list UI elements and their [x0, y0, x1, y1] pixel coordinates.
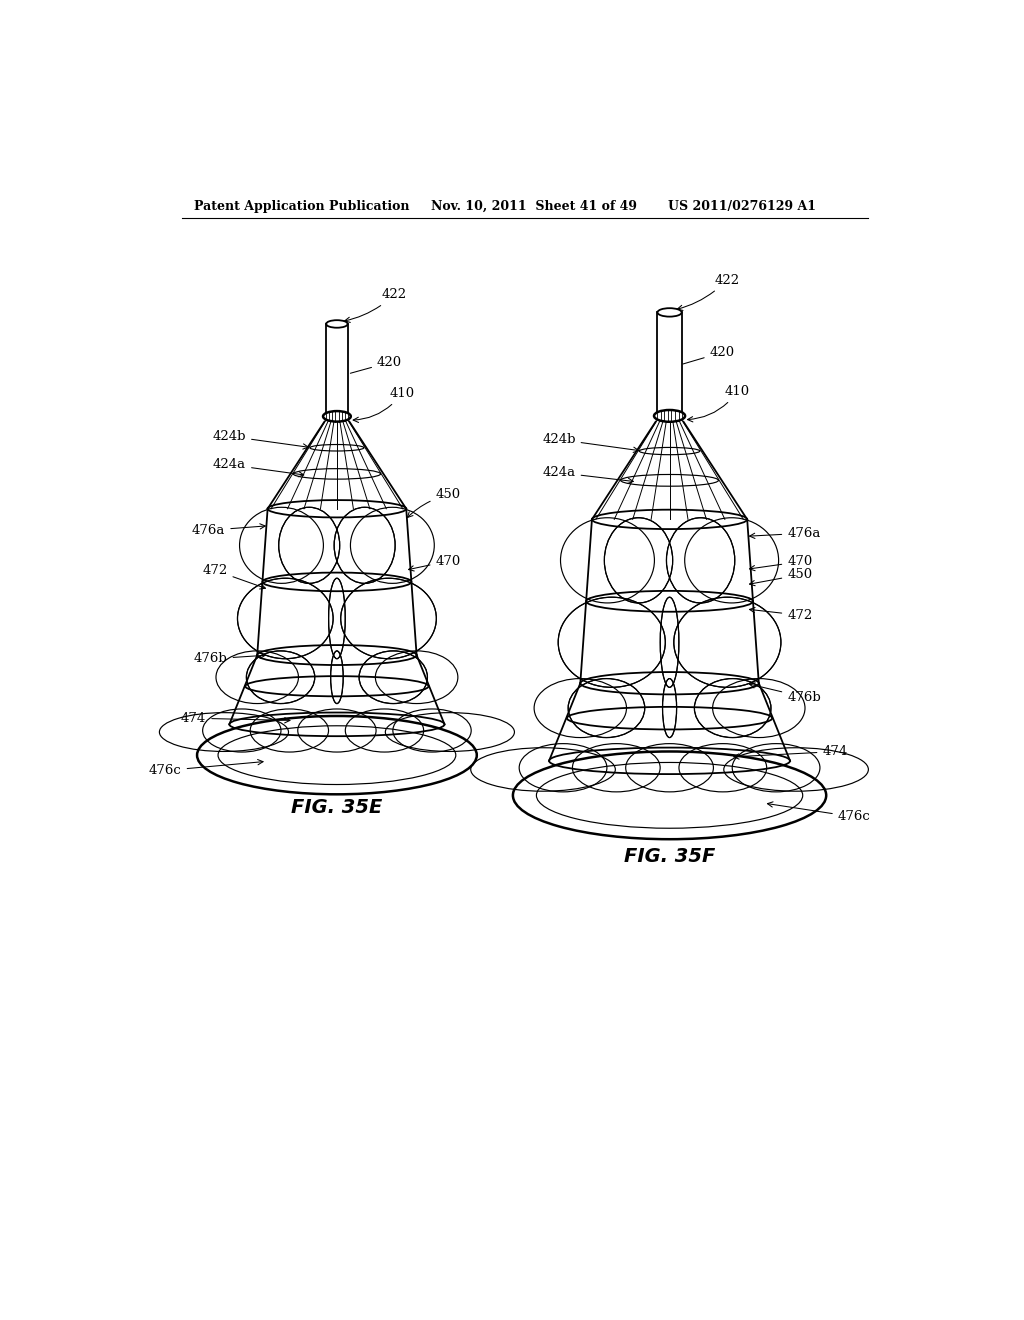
Text: 476c: 476c	[148, 759, 263, 777]
Text: 470: 470	[409, 554, 461, 572]
Text: 474: 474	[181, 711, 290, 725]
Text: 476a: 476a	[191, 524, 265, 537]
Text: 474: 474	[734, 744, 848, 759]
Text: 476b: 476b	[750, 682, 821, 704]
Text: 424b: 424b	[213, 430, 308, 449]
Text: 476c: 476c	[767, 801, 870, 824]
Text: 424b: 424b	[542, 433, 639, 453]
Text: 476a: 476a	[750, 527, 820, 540]
Text: 410: 410	[687, 384, 751, 422]
Text: 420: 420	[350, 356, 402, 374]
Text: 472: 472	[203, 564, 265, 589]
Text: Patent Application Publication: Patent Application Publication	[195, 199, 410, 213]
Text: 450: 450	[408, 488, 461, 517]
Ellipse shape	[654, 411, 685, 422]
Text: 422: 422	[345, 288, 407, 322]
Text: FIG. 35F: FIG. 35F	[624, 847, 715, 866]
Text: FIG. 35E: FIG. 35E	[291, 799, 383, 817]
Text: 410: 410	[353, 387, 415, 422]
Text: 420: 420	[683, 346, 735, 364]
Text: 424a: 424a	[543, 466, 633, 483]
Text: 450: 450	[750, 569, 812, 586]
Text: 422: 422	[677, 273, 739, 310]
Text: 472: 472	[750, 607, 812, 622]
Text: US 2011/0276129 A1: US 2011/0276129 A1	[668, 199, 816, 213]
Text: 476b: 476b	[194, 652, 265, 665]
Text: 424a: 424a	[213, 458, 304, 477]
Ellipse shape	[323, 411, 351, 421]
Text: Nov. 10, 2011  Sheet 41 of 49: Nov. 10, 2011 Sheet 41 of 49	[431, 199, 637, 213]
Text: 470: 470	[750, 556, 812, 570]
